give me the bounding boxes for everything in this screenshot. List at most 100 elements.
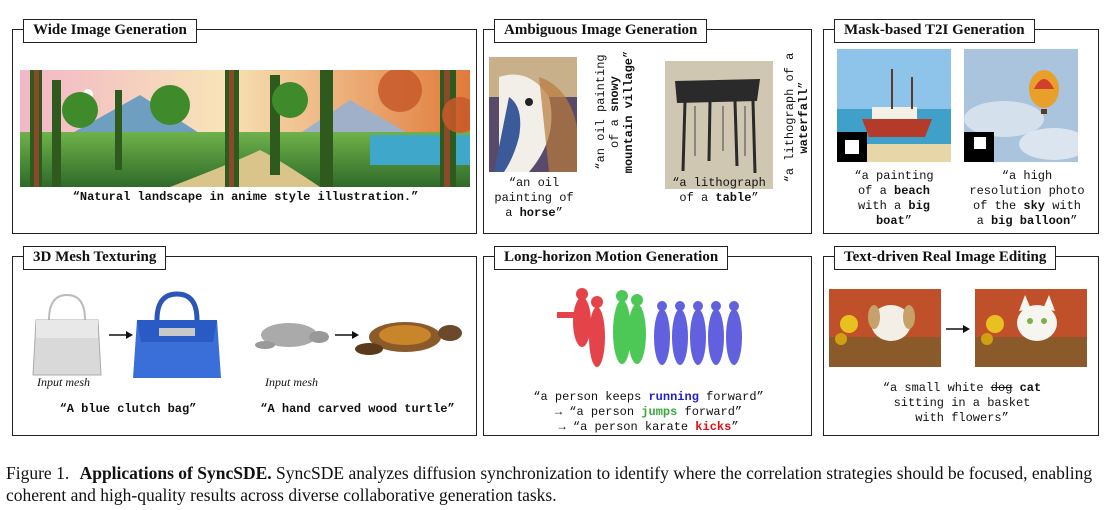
wide-caption: “Natural landscape in anime style illust… (72, 190, 419, 204)
caption-text: of the (972, 199, 1024, 213)
caption-line: a horse” (484, 206, 584, 221)
caption-bold: big balloon (990, 214, 1071, 228)
cat-basket-image (975, 289, 1087, 367)
caption-line: “a small white dog cat (824, 381, 1100, 396)
panel-title: 3D Mesh Texturing (23, 246, 167, 270)
horse-painting-image (489, 57, 577, 172)
figure-text: SyncSDE analyzes diffusion synchronizati… (6, 463, 1093, 505)
caption-line: of a table” (661, 191, 777, 206)
caption-line: “a lithograph of a (783, 52, 797, 183)
arrow-icon (946, 325, 970, 333)
caption-text: with a (857, 199, 909, 213)
caption-text: ” (904, 214, 912, 228)
ambiguous-image-panel: Ambiguous Image Generation “an oil paint… (483, 19, 812, 234)
horse-caption: “an oil painting of a horse” (484, 176, 584, 221)
textured-blue-bag (131, 290, 223, 382)
table-lithograph-image (665, 61, 773, 189)
running-word: running (648, 390, 699, 404)
figure-label: Figure 1. (6, 463, 70, 483)
caption-line: sitting in a basket (893, 396, 1031, 410)
bag-caption: “A blue clutch bag” (59, 402, 197, 416)
waterfall-vertical-caption: “a lithograph of a waterfall” (783, 40, 811, 195)
caption-bold: waterfall (797, 88, 811, 154)
caption-text: “a small white (882, 381, 991, 395)
caption-line: “a lithograph (672, 176, 766, 190)
input-turtle-mesh (253, 319, 331, 351)
image-editing-panel: Text-driven Real Image Editing “a small … (823, 246, 1100, 436)
motion-figures-image (552, 282, 747, 387)
caption-text: ” (751, 191, 759, 205)
mesh-texturing-panel: 3D Mesh Texturing Input mesh (12, 246, 477, 436)
caption-text: a (976, 214, 991, 228)
caption-text: forward” (698, 390, 764, 404)
caption-text: → “a person (554, 405, 642, 419)
caption-line: boat” (826, 214, 962, 229)
caption-line: with a big (826, 199, 962, 214)
caption-bold: snowy (608, 75, 622, 112)
caption-line: → “a person jumps forward” (484, 405, 813, 420)
caption-line: “a high (1001, 169, 1053, 183)
figure-title: Applications of SyncSDE. (79, 463, 272, 483)
dog-basket-image (829, 289, 941, 367)
caption-text: of a (608, 112, 622, 149)
caption-line: of a snowy (608, 46, 622, 178)
caption-line: painting of (494, 191, 574, 205)
caption-text: “a person keeps (533, 390, 649, 404)
caption-text: → “a person karate (558, 420, 696, 434)
editing-caption: “a small white dog cat sitting in a bask… (824, 381, 1100, 426)
snowy-village-vertical-caption: “an oil painting of a snowy mountain vil… (594, 46, 636, 178)
caption-text: ” (622, 50, 636, 58)
caption-text: forward” (677, 405, 743, 419)
caption-line: with flowers” (915, 411, 1009, 425)
caption-line: waterfall” (797, 40, 811, 195)
caption-line: a big balloon” (957, 214, 1097, 229)
caption-bold: beach (894, 184, 931, 198)
caption-bold: horse (519, 206, 556, 220)
turtle-caption: “A hand carved wood turtle” (260, 402, 455, 416)
arrow-icon (109, 331, 133, 339)
caption-text: ” (797, 81, 811, 89)
panel-title: Text-driven Real Image Editing (834, 246, 1057, 270)
caption-line: “a person keeps running forward” (484, 390, 813, 405)
caption-bold: big (908, 199, 931, 213)
caption-line: “a painting (854, 169, 934, 183)
arrow-icon (335, 331, 359, 339)
caption-bold: cat (1019, 381, 1042, 395)
motion-caption: “a person keeps running forward” → “a pe… (484, 390, 813, 435)
wide-image-panel: Wide Image Generation (12, 19, 477, 234)
caption-text: a (505, 206, 520, 220)
figure-caption: Figure 1. Applications of SyncSDE. SyncS… (6, 462, 1106, 506)
caption-line: of a beach (826, 184, 962, 199)
kicks-word: kicks (695, 420, 732, 434)
caption-bold: boat (875, 214, 905, 228)
struck-word: dog (990, 381, 1013, 395)
panel-title: Mask-based T2I Generation (834, 19, 1035, 43)
input-bag-mesh (31, 290, 103, 380)
caption-line: “an oil (508, 176, 560, 190)
motion-generation-panel: Long-horizon Motion Generation “a person… (483, 246, 813, 436)
boat-beach-image (837, 49, 951, 162)
panel-title: Ambiguous Image Generation (494, 19, 708, 43)
textured-wood-turtle (355, 317, 465, 359)
caption-text: with (1045, 199, 1082, 213)
jumps-word: jumps (641, 405, 678, 419)
caption-text: ” (1070, 214, 1078, 228)
caption-bold: mountain village (622, 58, 636, 174)
caption-line: “an oil painting (594, 54, 608, 170)
balloon-sky-image (964, 49, 1078, 162)
caption-line: of the sky with (957, 199, 1097, 214)
input-mesh-label: Input mesh (265, 375, 318, 389)
panel-title: Wide Image Generation (23, 19, 197, 43)
panel-title: Long-horizon Motion Generation (494, 246, 729, 270)
caption-bold: table (715, 191, 752, 205)
table-caption: “a lithograph of a table” (661, 176, 777, 206)
balloon-caption: “a high resolution photo of the sky with… (957, 169, 1097, 229)
input-mesh-label: Input mesh (37, 375, 90, 389)
caption-text: of a (679, 191, 716, 205)
caption-line: resolution photo (969, 184, 1085, 198)
anime-landscape-image (20, 70, 470, 187)
caption-text: of a (857, 184, 894, 198)
caption-text: ” (731, 420, 739, 434)
caption-bold: sky (1023, 199, 1045, 213)
caption-line: mountain village” (622, 46, 636, 178)
